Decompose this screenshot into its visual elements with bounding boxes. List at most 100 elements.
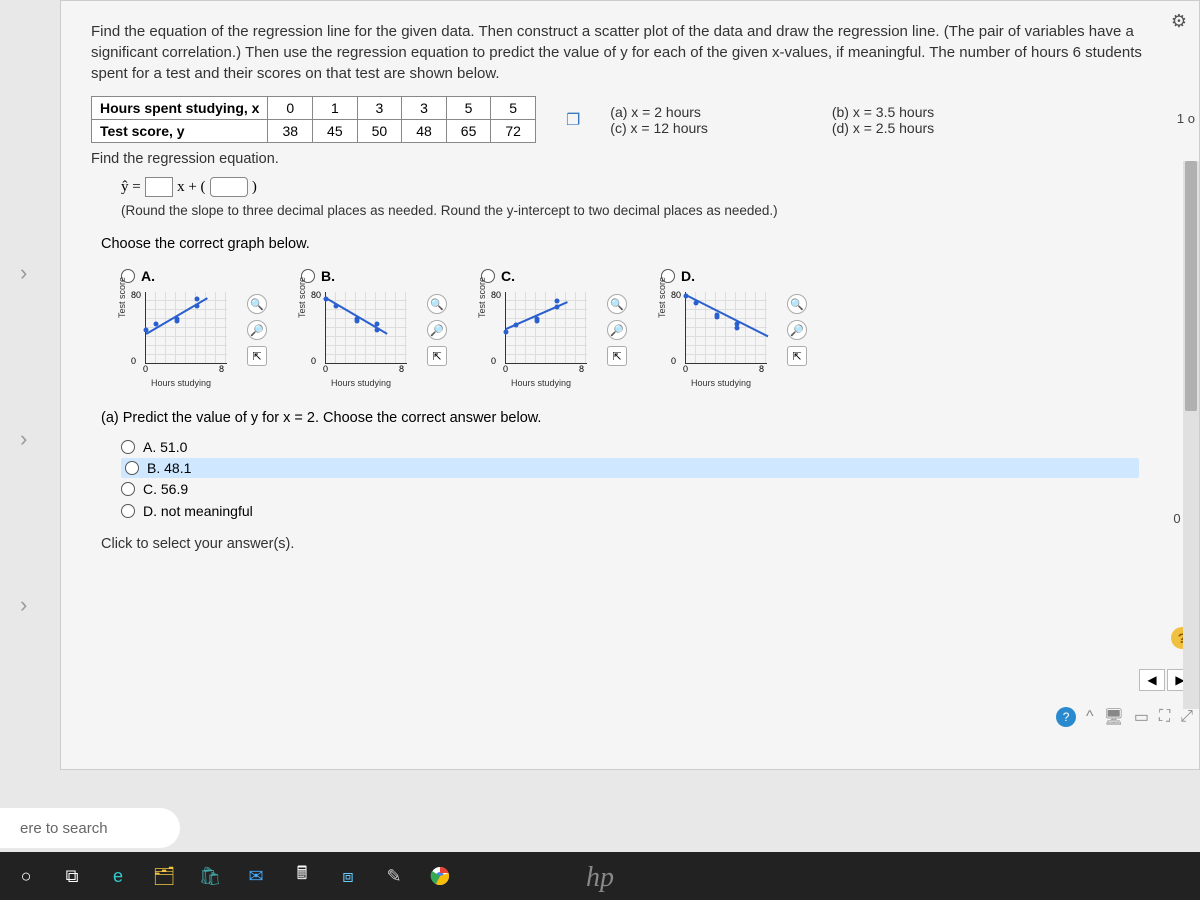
y-axis-label: Test score bbox=[297, 277, 307, 318]
window-icon[interactable]: ▭ bbox=[1134, 707, 1149, 727]
mini-chart: Test scoreHours studying80008🔍🔎⇱ bbox=[301, 288, 421, 388]
zoom-out-icon[interactable]: 🔎 bbox=[247, 320, 267, 340]
table-cell: 5 bbox=[446, 97, 491, 120]
gear-icon[interactable]: ⚙ bbox=[1171, 11, 1187, 32]
answer-label: A. 51.0 bbox=[143, 439, 187, 455]
axis-tick: 8 bbox=[579, 364, 584, 374]
answer-label: C. 56.9 bbox=[143, 481, 188, 497]
x-value-options: (a) x = 2 hours (c) x = 12 hours (b) x =… bbox=[610, 104, 1054, 136]
graph-option-c[interactable]: C.Test scoreHours studying80008🔍🔎⇱ bbox=[481, 268, 601, 388]
table-row-label: Hours spent studying, x bbox=[92, 97, 268, 120]
graph-option-b[interactable]: B. Test scoreHours studying80008🔍🔎⇱ bbox=[301, 268, 421, 388]
intercept-input[interactable] bbox=[210, 177, 248, 197]
table-cell: 0 bbox=[268, 97, 313, 120]
table-cell: 65 bbox=[446, 120, 491, 143]
zoom-in-icon[interactable]: 🔍 bbox=[247, 294, 267, 314]
radio-icon[interactable] bbox=[121, 440, 135, 454]
chart-tools: 🔍 🔎 ⇱ bbox=[607, 294, 627, 366]
chart-tools: 🔍 🔎 ⇱ bbox=[247, 294, 267, 366]
x-axis-label: Hours studying bbox=[691, 378, 751, 388]
store-icon[interactable]: 🛍 bbox=[196, 862, 224, 890]
radio-icon[interactable] bbox=[121, 504, 135, 518]
table-row-label: Test score, y bbox=[92, 120, 268, 143]
question-window: ⚙ Find the equation of the regression li… bbox=[60, 0, 1200, 770]
regression-line bbox=[146, 297, 208, 334]
table-cell: 48 bbox=[402, 120, 447, 143]
graph-option-label: C. bbox=[501, 268, 515, 284]
chart-tools: 🔍 🔎 ⇱ bbox=[787, 294, 807, 366]
graph-option-d[interactable]: D.Test scoreHours studying80008🔍🔎⇱ bbox=[661, 268, 781, 388]
axis-tick: 0 bbox=[491, 356, 496, 366]
zoom-out-icon[interactable]: 🔎 bbox=[607, 320, 627, 340]
popout-icon[interactable]: ⇱ bbox=[247, 346, 267, 366]
axis-tick: 80 bbox=[311, 290, 321, 300]
chart-area bbox=[145, 292, 227, 364]
search-placeholder: ere to search bbox=[20, 820, 108, 837]
status-tray: ? ^ 🖥 ▭ ⛶ ⤢ bbox=[1056, 707, 1193, 727]
prev-button[interactable]: ◀ bbox=[1139, 669, 1165, 691]
zoom-in-icon[interactable]: 🔍 bbox=[427, 294, 447, 314]
answer-option-d[interactable]: D. not meaningful bbox=[121, 500, 1139, 522]
x-option-d: (d) x = 2.5 hours bbox=[832, 120, 934, 136]
data-table: Hours spent studying, x 0 1 3 3 5 5 Test… bbox=[91, 96, 536, 143]
graph-option-label: D. bbox=[681, 268, 695, 284]
task-view-icon[interactable]: ⧉ bbox=[58, 862, 86, 890]
axis-tick: 80 bbox=[131, 290, 141, 300]
hp-logo: hp bbox=[586, 862, 614, 894]
data-point bbox=[555, 299, 560, 304]
chrome-icon[interactable] bbox=[426, 862, 454, 890]
axis-tick: 80 bbox=[671, 290, 681, 300]
x-axis-label: Hours studying bbox=[151, 378, 211, 388]
radio-icon[interactable] bbox=[125, 461, 139, 475]
table-cell: 50 bbox=[357, 120, 402, 143]
file-explorer-icon[interactable]: 🗂 bbox=[150, 862, 178, 890]
mail-icon[interactable]: ✉ bbox=[242, 862, 270, 890]
predict-prompt: (a) Predict the value of y for x = 2. Ch… bbox=[61, 396, 1199, 432]
axis-tick: 80 bbox=[491, 290, 501, 300]
slope-input[interactable] bbox=[145, 177, 173, 197]
graph-option-a[interactable]: A.Test scoreHours studying80008🔍🔎⇱ bbox=[121, 268, 241, 388]
answer-option-b[interactable]: B. 48.1 bbox=[121, 458, 1139, 478]
expand-icon[interactable]: ⤢ bbox=[1180, 708, 1193, 726]
copy-icon[interactable]: ❐ bbox=[566, 110, 580, 130]
data-point bbox=[735, 326, 740, 331]
table-cell: 38 bbox=[268, 120, 313, 143]
table-cell: 1 bbox=[313, 97, 358, 120]
calc-icon[interactable]: 🖩 bbox=[288, 862, 316, 890]
popout-icon[interactable]: ⇱ bbox=[427, 346, 447, 366]
data-point bbox=[714, 315, 719, 320]
fullscreen-icon[interactable]: ⛶ bbox=[1159, 708, 1170, 726]
popout-icon[interactable]: ⇱ bbox=[787, 346, 807, 366]
zoom-out-icon[interactable]: 🔎 bbox=[787, 320, 807, 340]
zoom-out-icon[interactable]: 🔎 bbox=[427, 320, 447, 340]
zoom-in-icon[interactable]: 🔍 bbox=[607, 294, 627, 314]
cortana-icon[interactable]: ○ bbox=[12, 862, 40, 890]
x-option-c: (c) x = 12 hours bbox=[610, 120, 708, 136]
answer-option-a[interactable]: A. 51.0 bbox=[121, 436, 1139, 458]
dropbox-icon[interactable]: ⧈ bbox=[334, 862, 362, 890]
chevron-icon: › bbox=[20, 260, 27, 286]
zoom-in-icon[interactable]: 🔍 bbox=[787, 294, 807, 314]
edge-icon[interactable]: e bbox=[104, 862, 132, 890]
equation-block: ŷ = x + ( ) bbox=[61, 171, 1199, 203]
regression-line bbox=[506, 301, 568, 329]
graph-option-label: B. bbox=[321, 268, 335, 284]
radio-icon[interactable] bbox=[121, 482, 135, 496]
popout-icon[interactable]: ⇱ bbox=[607, 346, 627, 366]
equation-prefix: ŷ = bbox=[121, 179, 141, 195]
x-axis-label: Hours studying bbox=[511, 378, 571, 388]
monitor-icon[interactable]: 🖥 bbox=[1104, 707, 1124, 727]
mini-chart: Test scoreHours studying80008🔍🔎⇱ bbox=[661, 288, 781, 388]
chart-area bbox=[685, 292, 767, 364]
help-bubble-icon[interactable]: ? bbox=[1056, 707, 1076, 727]
chevron-up-icon: ^ bbox=[1086, 708, 1094, 726]
search-input[interactable]: ere to search bbox=[0, 808, 180, 848]
data-point bbox=[354, 318, 359, 323]
answer-label: D. not meaningful bbox=[143, 503, 253, 519]
table-cell: 3 bbox=[357, 97, 402, 120]
find-regression-label: Find the regression equation. bbox=[61, 143, 1199, 171]
answer-option-c[interactable]: C. 56.9 bbox=[121, 478, 1139, 500]
app-icon[interactable]: ✎ bbox=[380, 862, 408, 890]
scrollbar[interactable] bbox=[1183, 161, 1199, 709]
scrollbar-thumb[interactable] bbox=[1185, 161, 1197, 411]
